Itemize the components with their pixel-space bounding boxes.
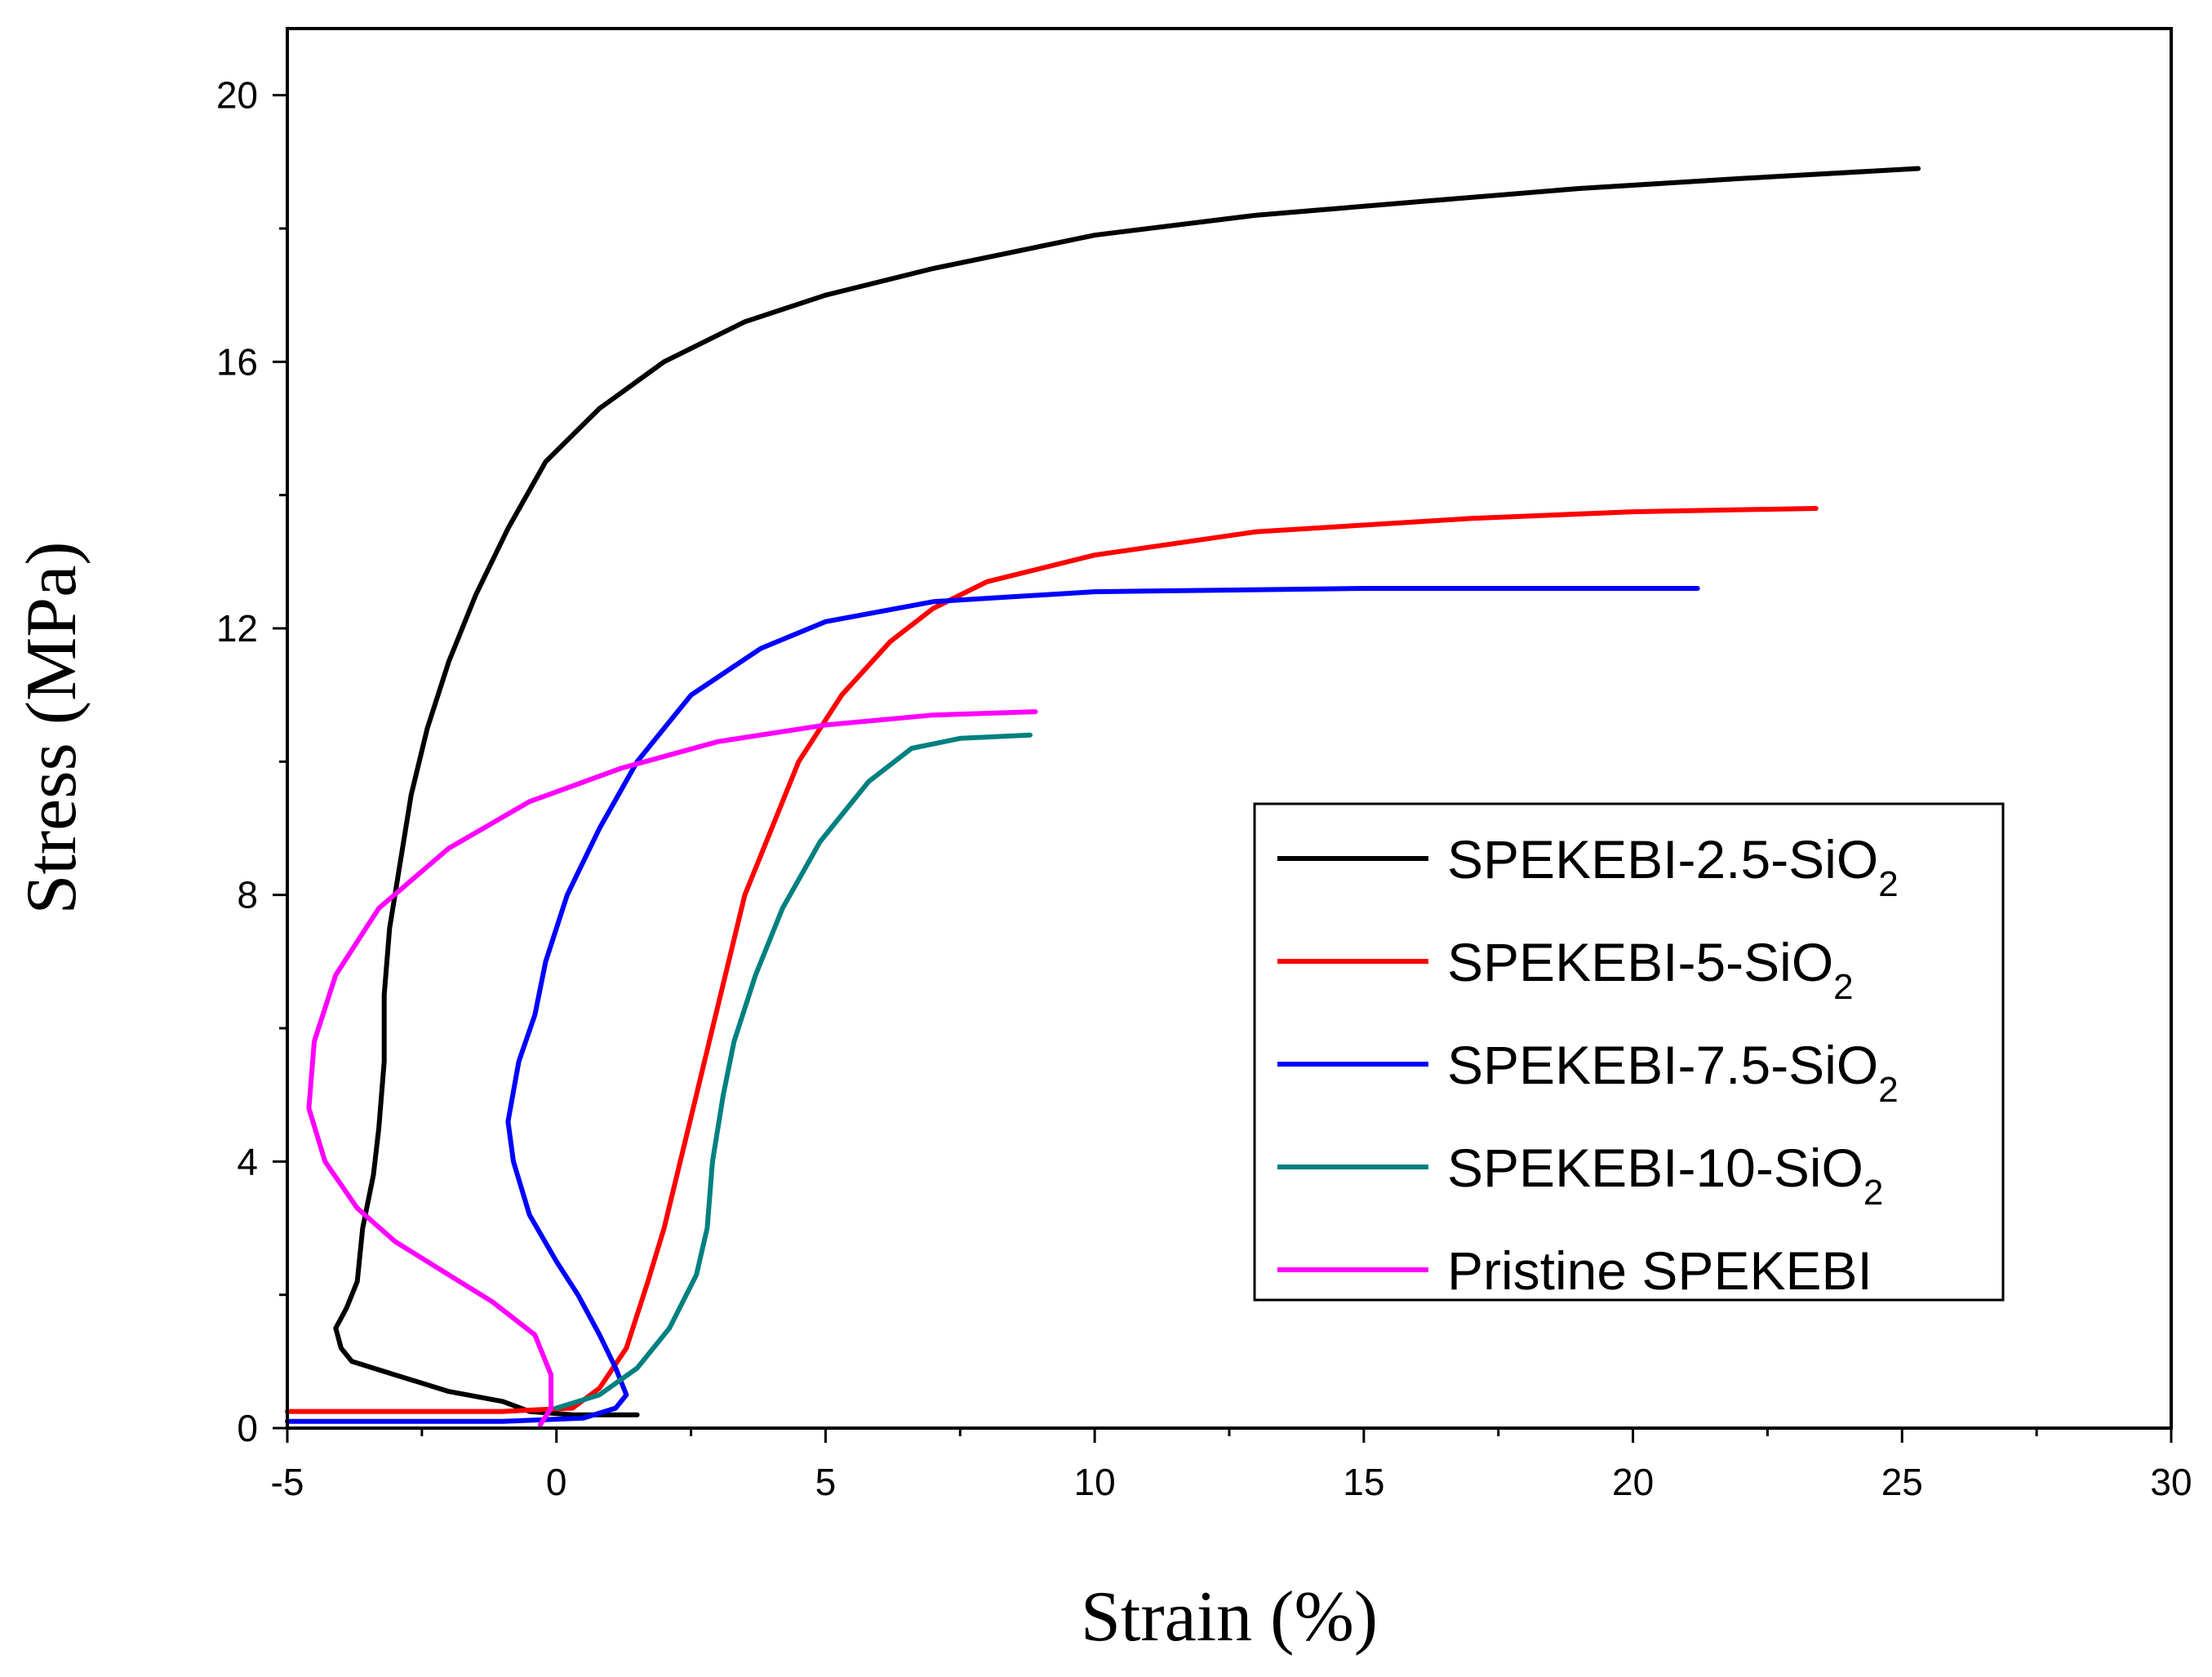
x-axis-title: Strain (%) [1081, 1577, 1378, 1657]
legend-box [1253, 802, 2005, 1302]
x-tick-label: -5 [271, 1461, 304, 1503]
axis-tick-labels: -5 0 5 10 15 20 25 30 0 4 8 12 16 20 [216, 74, 2192, 1503]
x-tick-label: 20 [1612, 1461, 1654, 1503]
legend-label-5: Pristine SPEKEBI [1447, 1240, 1872, 1301]
axis-ticks [273, 94, 2173, 1443]
y-tick-label: 20 [216, 74, 258, 117]
legend-subscript: 2 [1878, 1070, 1898, 1110]
legend-subscript: 2 [1863, 1173, 1883, 1213]
series-line-4 [553, 732, 1033, 1411]
series-line-2 [285, 506, 1819, 1414]
legend-subscript: 2 [1878, 864, 1898, 904]
legend-subscript: 2 [1833, 967, 1853, 1007]
y-tick-label: 8 [237, 874, 258, 916]
legend: SPEKEBI-2.5-SiO2SPEKEBI-5-SiO2SPEKEBI-7.… [1253, 802, 2005, 1302]
series-line-5 [306, 709, 1038, 1427]
series-line-1 [333, 166, 1921, 1417]
x-tick-label: 5 [815, 1461, 837, 1503]
x-tick-label: 15 [1343, 1461, 1384, 1503]
y-tick-label: 16 [216, 340, 258, 383]
x-tick-label: 10 [1074, 1461, 1116, 1503]
y-tick-label: 0 [237, 1407, 258, 1449]
series-layer [285, 166, 1921, 1427]
x-tick-label: 0 [546, 1461, 567, 1503]
y-axis-title: Stress (MPa) [12, 541, 91, 914]
x-tick-label: 25 [1881, 1461, 1923, 1503]
y-tick-label: 12 [216, 607, 258, 650]
y-tick-label: 4 [237, 1140, 258, 1182]
series-line-3 [285, 586, 1700, 1424]
x-tick-label: 30 [2150, 1461, 2192, 1503]
